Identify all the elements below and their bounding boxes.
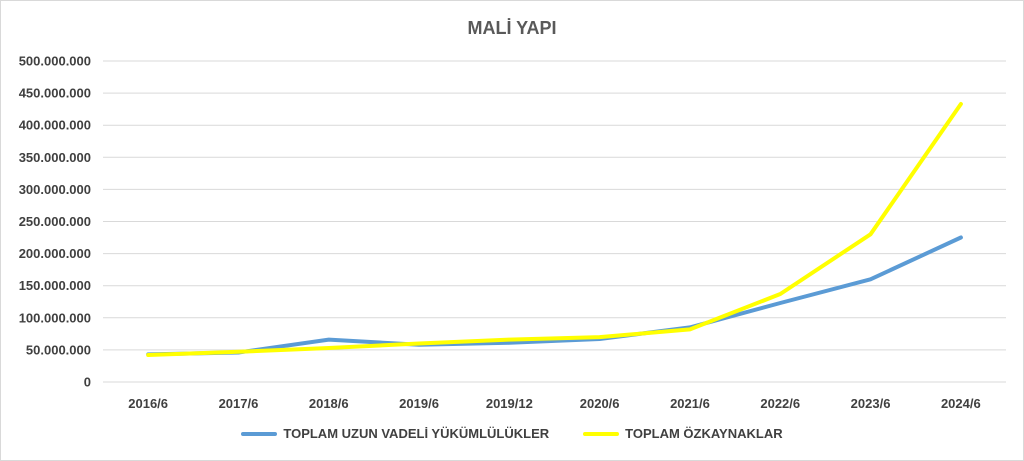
y-tick-label: 350.000.000 [19, 150, 91, 165]
y-tick-label: 50.000.000 [26, 342, 91, 357]
legend-label: TOPLAM UZUN VADELİ YÜKÜMLÜLÜKLER [283, 426, 550, 441]
y-tick-label: 100.000.000 [19, 310, 91, 325]
y-tick-label: 400.000.000 [19, 118, 91, 133]
chart-title: MALİ YAPI [467, 18, 557, 38]
legend-item: TOPLAM ÖZKAYNAKLAR [583, 426, 783, 441]
series-line-total-equity [146, 102, 963, 357]
x-tick-label: 2021/6 [670, 396, 710, 411]
y-tick-label: 300.000.000 [19, 182, 91, 197]
x-tick-label: 2019/6 [399, 396, 439, 411]
x-tick-label: 2023/6 [851, 396, 891, 411]
x-tick-label: 2019/12 [486, 396, 533, 411]
y-tick-label: 150.000.000 [19, 278, 91, 293]
chart-plot-area: 0 50.000.000 100.000.000 150.000.000 200.000… [19, 54, 1006, 411]
legend-swatch [583, 431, 620, 436]
chart-legend: TOPLAM UZUN VADELİ YÜKÜMLÜLÜKLER TOPLAM Ö… [1, 426, 1023, 441]
y-tick-label: 450.000.000 [19, 86, 91, 101]
x-tick-label: 2024/6 [941, 396, 981, 411]
legend-label: TOPLAM ÖZKAYNAKLAR [625, 426, 783, 441]
x-tick-label: 2020/6 [580, 396, 620, 411]
x-tick-label: 2017/6 [219, 396, 259, 411]
x-tick-label: 2022/6 [760, 396, 800, 411]
y-tick-label: 250.000.000 [19, 214, 91, 229]
x-tick-label: 2016/6 [128, 396, 168, 411]
legend-swatch [241, 431, 278, 436]
legend-item: TOPLAM UZUN VADELİ YÜKÜMLÜLÜKLER [241, 426, 549, 441]
y-tick-label: 200.000.000 [19, 246, 91, 261]
x-tick-label: 2018/6 [309, 396, 349, 411]
series-line-long-term-liabilities [146, 235, 963, 357]
y-tick-label: 500.000.000 [19, 54, 91, 69]
y-tick-label: 0 [84, 375, 91, 390]
